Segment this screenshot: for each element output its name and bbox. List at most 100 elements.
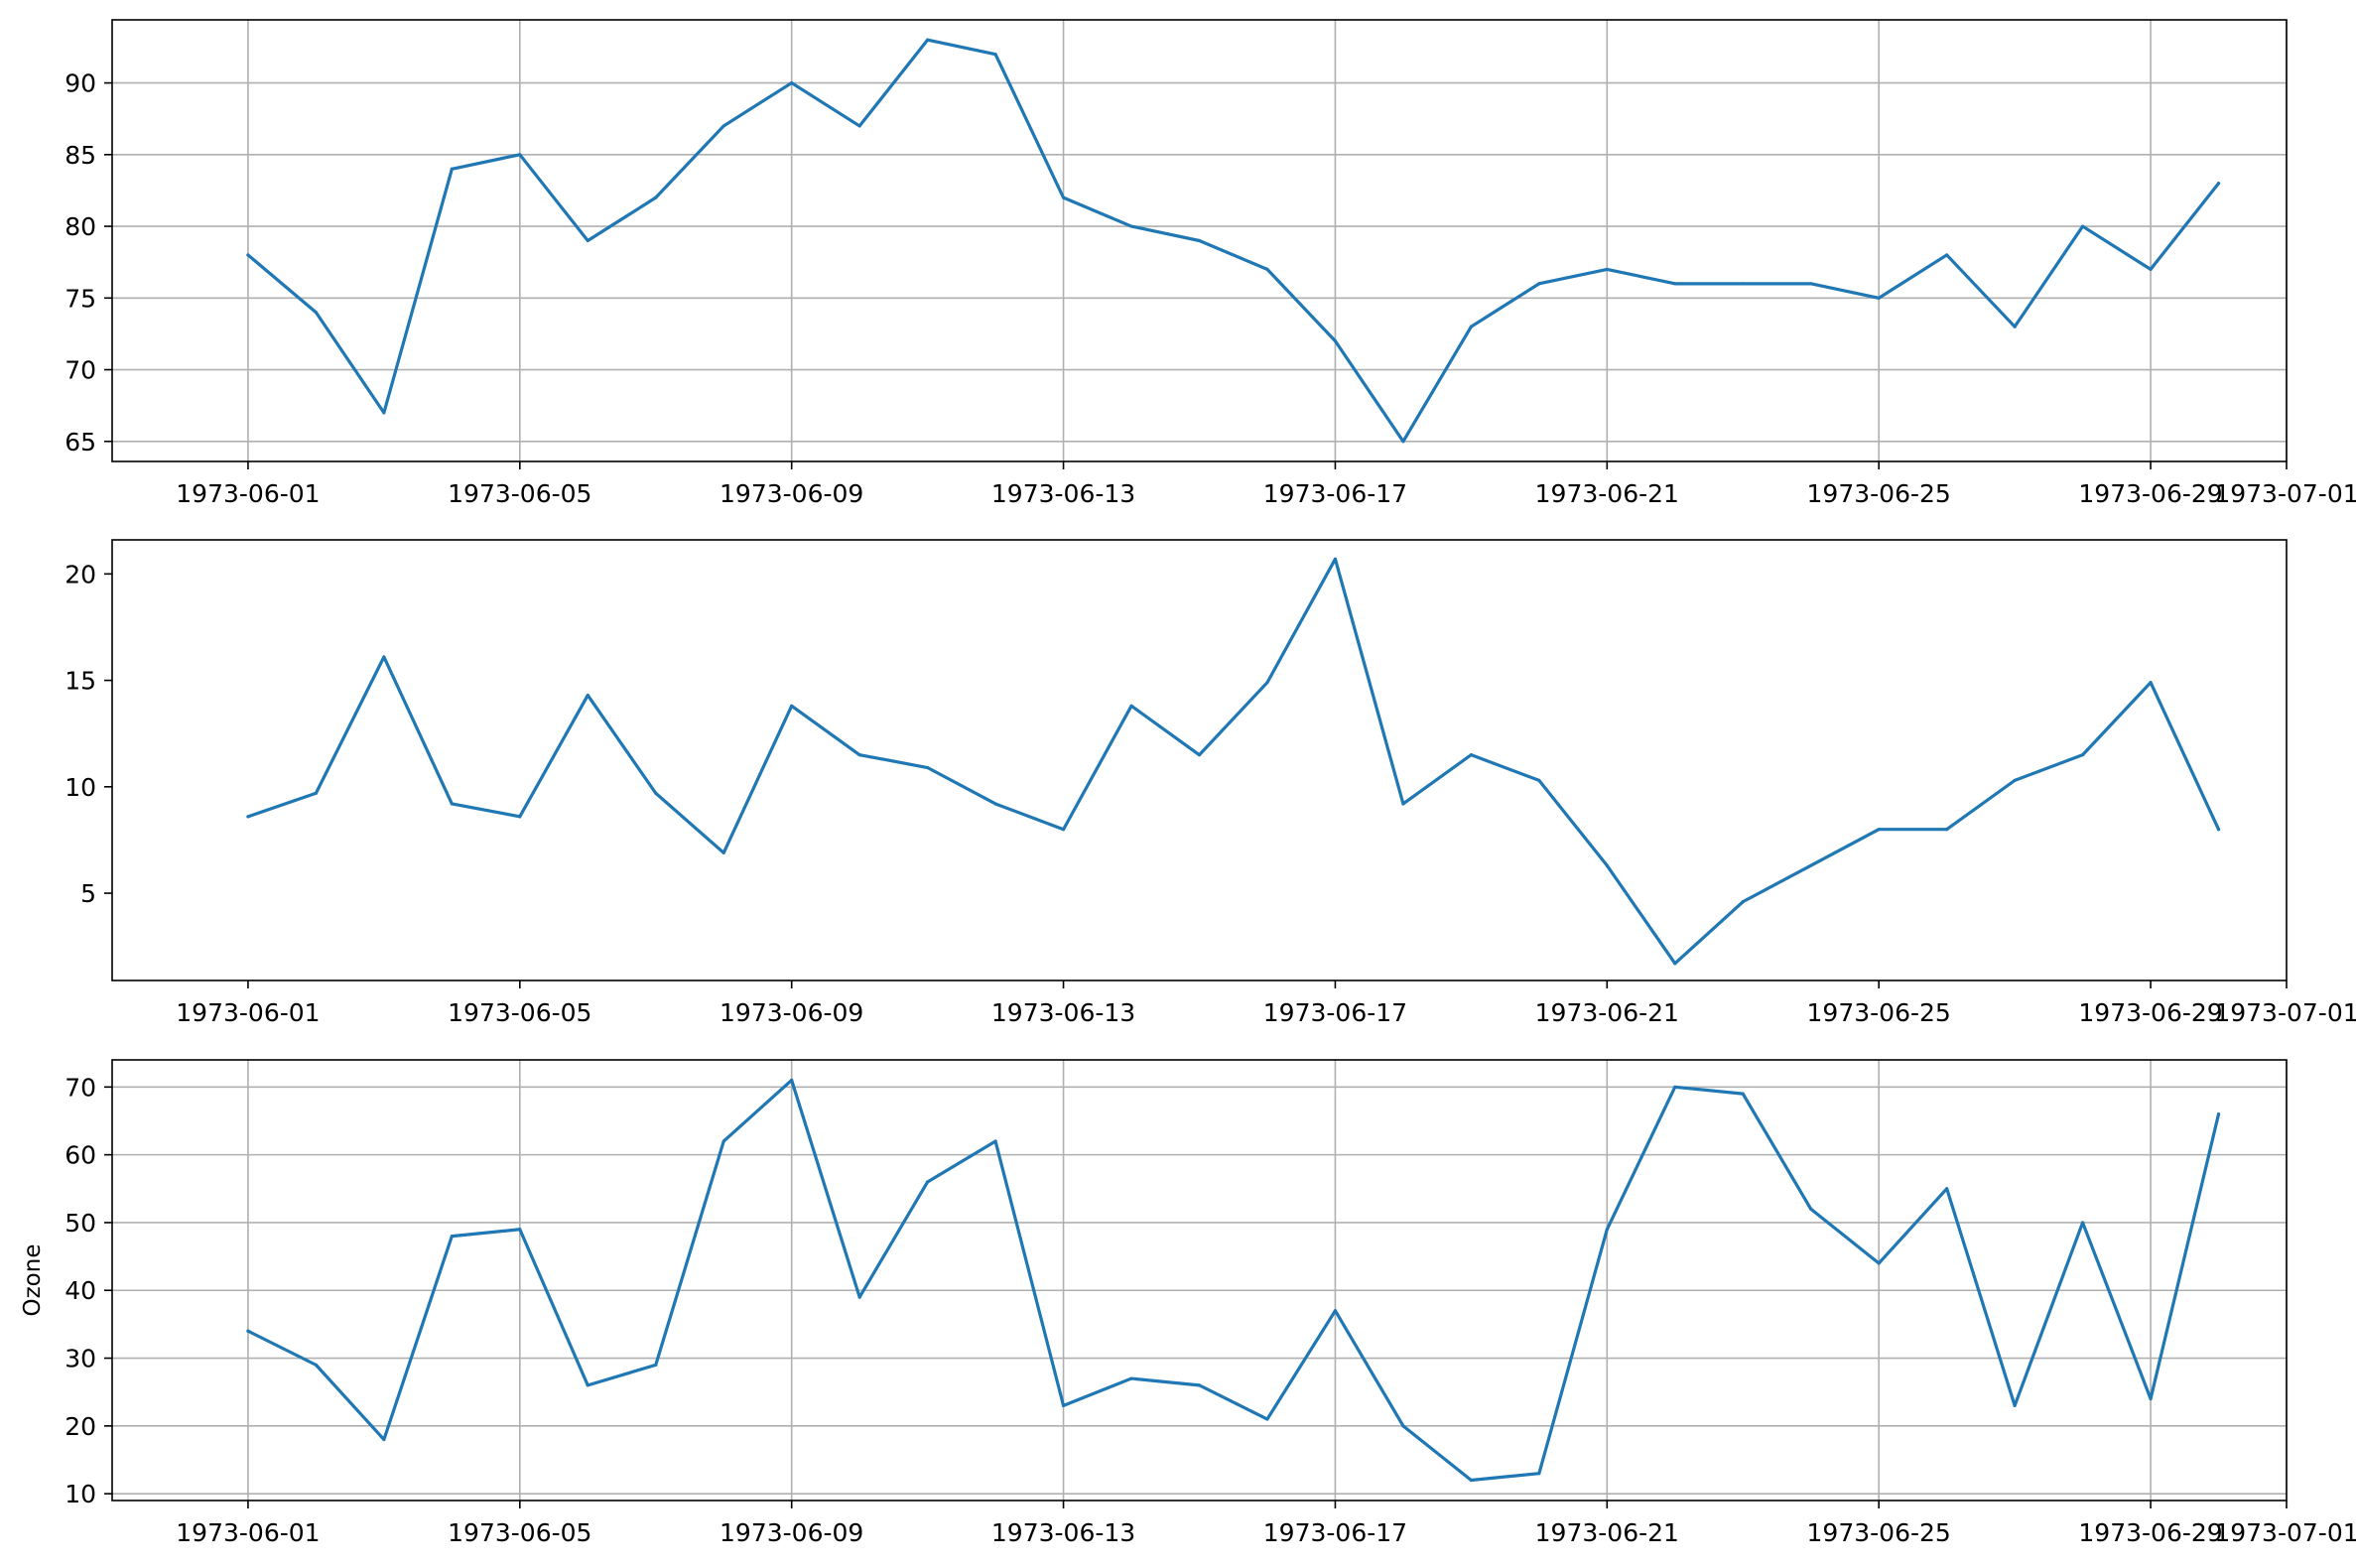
data-point (1333, 1309, 1338, 1313)
data-point (1741, 282, 1745, 286)
data-point (1401, 1424, 1405, 1428)
series-line (246, 557, 2221, 966)
x-tick-label: 1973-06-05 (448, 1518, 591, 1547)
y-tick-label: 30 (65, 1345, 96, 1373)
data-point (993, 1139, 997, 1143)
data-point (450, 1235, 454, 1239)
data-point (246, 815, 250, 819)
data-point (790, 80, 794, 85)
y-tick-label: 70 (65, 1073, 96, 1102)
data-point (1265, 1417, 1269, 1421)
data-point (314, 1363, 319, 1367)
data-point (926, 1180, 930, 1184)
data-point (1197, 753, 1202, 757)
data-point (926, 765, 930, 770)
data-point (2080, 753, 2085, 757)
y-tick-label: 20 (65, 560, 96, 588)
data-point (1129, 1376, 1133, 1380)
data-point (1945, 828, 1949, 832)
y-tick-label: 40 (65, 1276, 96, 1305)
y-tick-label: 10 (65, 773, 96, 802)
data-point (1469, 753, 1473, 757)
data-point (1877, 296, 1881, 300)
data-point (993, 802, 997, 806)
data-point (382, 1437, 386, 1442)
x-tick-label: 1973-06-01 (176, 998, 320, 1027)
x-tick-label: 1973-06-01 (176, 479, 320, 508)
data-point (2013, 1403, 2017, 1407)
data-point (2080, 1221, 2085, 1225)
data-point (1877, 1261, 1881, 1265)
data-point (2216, 182, 2221, 186)
x-tick-label: 1973-06-17 (1263, 1518, 1407, 1547)
data-point (2149, 681, 2153, 685)
data-point (2216, 828, 2221, 832)
data-point (1605, 863, 1609, 867)
data-point (1129, 224, 1133, 228)
x-tick-label: 1973-06-17 (1263, 998, 1407, 1027)
data-point (246, 253, 250, 257)
data-point (2216, 1112, 2221, 1116)
data-point (1945, 253, 1949, 257)
x-tick-label: 1973-06-25 (1807, 479, 1951, 508)
data-point (1537, 1472, 1541, 1476)
y-tick-label: 90 (65, 69, 96, 98)
data-point (1401, 440, 1405, 444)
x-tick-label: 1973-06-21 (1535, 998, 1679, 1027)
data-point (382, 655, 386, 659)
axes-frame (111, 19, 2288, 462)
data-point (1469, 325, 1473, 328)
data-point (1197, 238, 1202, 243)
data-point (1945, 1187, 1949, 1191)
data-point (1673, 962, 1677, 966)
data-point (654, 791, 658, 795)
data-point (1469, 1478, 1473, 1483)
data-point (790, 1078, 794, 1083)
data-point (1537, 282, 1541, 286)
data-point (926, 38, 930, 42)
data-point (450, 802, 454, 806)
x-tick-label: 1973-06-09 (720, 1518, 863, 1547)
data-point (2149, 267, 2153, 271)
x-tick-label: 1973-06-25 (1807, 998, 1951, 1027)
y-tick-label: 20 (65, 1412, 96, 1441)
data-point (1809, 863, 1813, 867)
x-tick-label: 1973-06-13 (991, 479, 1135, 508)
data-point (1061, 828, 1066, 832)
y-tick-label: 50 (65, 1209, 96, 1238)
x-tick-label: 1973-06-25 (1807, 1518, 1951, 1547)
data-point (450, 167, 454, 171)
data-point (382, 411, 386, 415)
data-point (314, 791, 319, 795)
x-tick-label: 1973-06-21 (1535, 1518, 1679, 1547)
x-tick-label: 1973-06-01 (176, 1518, 320, 1547)
x-tick-label: 1973-06-09 (720, 479, 863, 508)
x-tick-label: 1973-07-01 (2214, 998, 2356, 1027)
data-point (721, 124, 725, 128)
data-point (1265, 681, 1269, 685)
data-point (1061, 196, 1066, 199)
data-point (1333, 339, 1338, 343)
data-point (1741, 900, 1745, 904)
data-point (1129, 704, 1133, 708)
y-tick-label: 80 (65, 212, 96, 241)
data-point (1265, 267, 1269, 271)
data-point (1197, 1383, 1202, 1387)
data-point (993, 53, 997, 57)
data-point (1741, 1092, 1745, 1096)
subplot-3: 1973-06-01 1973-06-05 1973-06-09 1973-06-13… (20, 1059, 2356, 1547)
x-tick-label: 1973-06-05 (448, 479, 591, 508)
y-tick-label: 75 (65, 284, 96, 313)
data-point (1877, 828, 1881, 832)
data-point (857, 124, 861, 128)
data-point (2149, 1396, 2153, 1401)
data-point (1673, 1085, 1677, 1089)
x-tick-label: 1973-06-09 (720, 998, 863, 1027)
data-point (721, 1139, 725, 1143)
y-tick-label: 10 (65, 1480, 96, 1508)
x-tick-label: 1973-07-01 (2214, 1518, 2356, 1547)
axes-frame (111, 539, 2288, 981)
axes-frame (111, 1059, 2288, 1502)
data-point (586, 238, 589, 243)
